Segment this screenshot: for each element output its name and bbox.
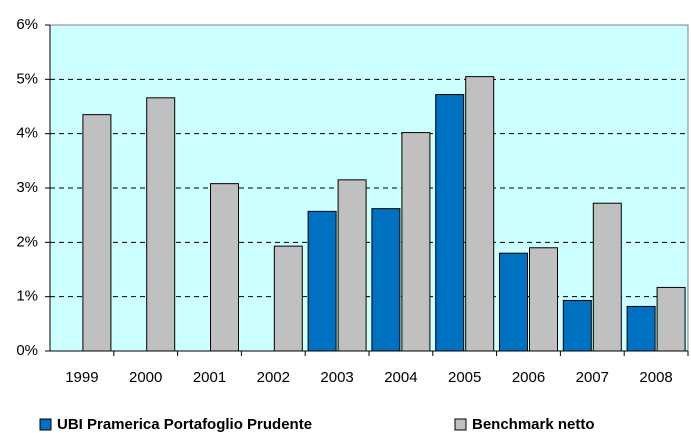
x-tick-label: 2001	[193, 369, 226, 386]
legend-label: UBI Pramerica Portafoglio Prudente	[57, 416, 312, 433]
bar	[499, 252, 528, 352]
x-tick-label: 2003	[320, 369, 353, 386]
bar	[82, 114, 112, 352]
bar	[210, 183, 239, 352]
x-tick-label: 2007	[576, 369, 609, 386]
legend-swatch	[454, 418, 467, 431]
x-tick-label: 2002	[257, 369, 290, 386]
bar	[307, 210, 337, 352]
bar	[592, 202, 622, 352]
bar	[656, 286, 686, 352]
y-tick-label: 2%	[16, 233, 38, 250]
x-tick-label: 2008	[639, 369, 672, 386]
bar	[371, 208, 401, 352]
bar	[435, 94, 465, 352]
bar	[401, 132, 431, 352]
y-tick-label: 1%	[16, 288, 38, 305]
y-tick-label: 0%	[16, 342, 38, 359]
x-tick-label: 2006	[512, 369, 545, 386]
y-tick-label: 4%	[16, 125, 38, 142]
bar	[465, 76, 495, 352]
legend-label: Benchmark netto	[472, 416, 595, 433]
y-tick-label: 6%	[16, 16, 38, 33]
bar	[337, 179, 367, 352]
x-tick-label: 1999	[65, 369, 98, 386]
bar	[273, 245, 303, 352]
legend-swatch	[39, 418, 52, 431]
bar	[626, 305, 656, 352]
x-tick-label: 2005	[448, 369, 481, 386]
y-tick-label: 5%	[16, 70, 38, 87]
bar	[529, 247, 558, 352]
y-tick-label: 3%	[16, 179, 38, 196]
x-tick-label: 2000	[129, 369, 162, 386]
x-tick-label: 2004	[384, 369, 417, 386]
bar	[562, 299, 592, 352]
bar	[146, 97, 176, 352]
